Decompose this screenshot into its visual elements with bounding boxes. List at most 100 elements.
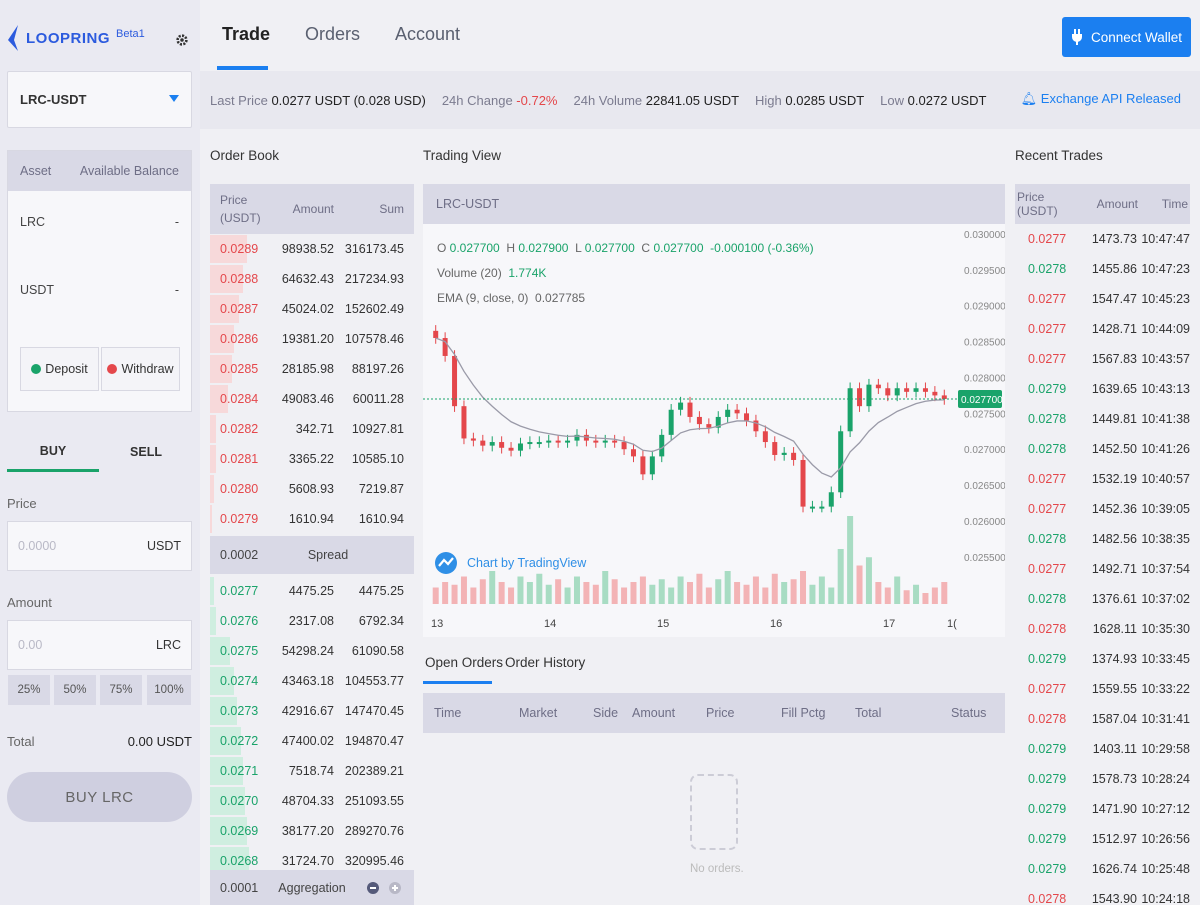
volume-bar	[941, 582, 948, 604]
volume-bar	[715, 579, 722, 604]
candle-body	[640, 456, 646, 475]
depth-bar	[210, 727, 241, 755]
volume-bar	[790, 579, 797, 604]
tradingview-icon	[435, 552, 457, 574]
deposit-button[interactable]: Deposit	[20, 347, 99, 391]
open-orders-header: Time Market Side Amount Price Fill Pctg …	[423, 693, 1005, 733]
depth-bar	[210, 415, 217, 443]
ohlc-high: 0.027900	[518, 241, 569, 255]
candle-body	[932, 391, 938, 396]
orderbook-price: 0.0284	[220, 392, 259, 406]
trading-view-chart[interactable]: LRC-USDT O 0.027700 H 0.027900 L 0.02770…	[423, 184, 1005, 637]
market-select[interactable]: LRC-USDT	[7, 71, 192, 128]
orderbook-row[interactable]: 0.0286 19381.20 107578.46	[210, 324, 414, 354]
orderbook-row[interactable]: 0.0289 98938.52 316173.45	[210, 234, 414, 264]
tab-account[interactable]: Account	[395, 24, 461, 44]
trade-price: 0.0278	[1028, 412, 1067, 426]
brand-logo[interactable]: LOOPRING Beta1	[8, 22, 145, 54]
orderbook-row[interactable]: 0.0273 42916.67 147470.45	[210, 696, 414, 726]
ema-legend-label: EMA (9, close, 0)	[437, 291, 529, 305]
orderbook-row[interactable]: 0.0280 5608.93 7219.87	[210, 474, 414, 504]
orderbook-row[interactable]: 0.0285 28185.98 88197.26	[210, 354, 414, 384]
orderbook-row[interactable]: 0.0287 45024.02 152602.49	[210, 294, 414, 324]
volume-bar	[865, 557, 872, 604]
orderbook-row[interactable]: 0.0275 54298.24 61090.58	[210, 636, 414, 666]
amount-input[interactable]: 0.00 LRC	[7, 620, 192, 670]
balance-header-available: Available Balance	[79, 164, 179, 178]
orderbook-row[interactable]: 0.0288 64632.43 217234.93	[210, 264, 414, 294]
candle-body	[772, 442, 778, 455]
volume-bar	[800, 571, 807, 604]
orderbook-row[interactable]: 0.0282 342.71 10927.81	[210, 414, 414, 444]
tab-trade[interactable]: Trade	[222, 24, 271, 44]
orderbook-price: 0.0276	[220, 614, 259, 628]
orderbook-sum: 7219.87	[358, 482, 404, 496]
orderbook-sum: 194870.47	[344, 734, 404, 748]
deposit-label: Deposit	[45, 362, 88, 376]
orderbook-row[interactable]: 0.0277 4475.25 4475.25	[210, 576, 414, 606]
orderbook-header-sum: Sum	[379, 202, 404, 216]
pct-100-button[interactable]: 100%	[147, 675, 191, 705]
pct-75-button[interactable]: 75%	[100, 675, 142, 705]
recent-trades-header-time: Time	[1161, 197, 1188, 211]
orderbook-sum: 107578.46	[344, 332, 404, 346]
trade-amount: 1628.11	[1092, 622, 1137, 636]
orderbook-row[interactable]: 0.0279 1610.94 1610.94	[210, 504, 414, 534]
api-link[interactable]: 🔔︎ Exchange API Released	[1021, 91, 1181, 107]
withdraw-button[interactable]: Withdraw	[101, 347, 180, 391]
trade-price: 0.0277	[1028, 562, 1067, 576]
tradingview-watermark[interactable]: Chart by TradingView	[435, 552, 586, 574]
price-input[interactable]: 0.0000 USDT	[7, 521, 192, 571]
trade-price: 0.0278	[1028, 892, 1067, 905]
trade-amount: 1492.71	[1091, 562, 1137, 576]
orderbook-row[interactable]: 0.0284 49083.46 60011.28	[210, 384, 414, 414]
tab-sell[interactable]: SELL	[130, 445, 162, 459]
candle-body	[734, 409, 740, 414]
trade-amount: 1626.74	[1091, 862, 1137, 876]
trade-row: 0.0279 1578.73 10:28:24	[1015, 764, 1190, 794]
orderbook-row[interactable]: 0.0272 47400.02 194870.47	[210, 726, 414, 756]
tab-buy[interactable]: BUY	[7, 432, 99, 472]
orderbook-row[interactable]: 0.0269 38177.20 289270.76	[210, 816, 414, 846]
candlestick-plot[interactable]: 0.030000 0.029500 0.029000 0.028500 0.028000…	[423, 224, 1005, 637]
orderbook-header-amount: Amount	[292, 202, 334, 216]
volume-bar	[913, 584, 920, 604]
pct-25-button[interactable]: 25%	[8, 675, 50, 705]
orderbook-row[interactable]: 0.0276 2317.08 6792.34	[210, 606, 414, 636]
minus-icon[interactable]	[366, 881, 380, 895]
orderbook-row[interactable]: 0.0281 3365.22 10585.10	[210, 444, 414, 474]
trade-row: 0.0279 1471.90 10:27:12	[1015, 794, 1190, 824]
candle-body	[480, 440, 486, 446]
tab-order-history[interactable]: Order History	[505, 655, 586, 670]
orderbook-row[interactable]: 0.0274 43463.18 104553.77	[210, 666, 414, 696]
volume-bar	[442, 582, 449, 604]
volume-legend: Volume (20) 1.774K	[437, 266, 546, 280]
orderbook-row[interactable]: 0.0271 7518.74 202389.21	[210, 756, 414, 786]
last-price-tag	[958, 390, 1002, 408]
trade-amount: 1587.04	[1091, 712, 1137, 726]
trade-price: 0.0278	[1028, 622, 1067, 636]
tradingview-watermark-label: Chart by TradingView	[467, 556, 587, 570]
tab-orders[interactable]: Orders	[305, 24, 361, 44]
orderbook-amount: 7518.74	[288, 764, 334, 778]
col-amount: Amount	[632, 706, 676, 720]
trade-row: 0.0278 1449.81 10:41:38	[1015, 404, 1190, 434]
orderbook-price: 0.0288	[220, 272, 259, 286]
balance-asset: LRC	[20, 215, 46, 229]
volume-bar	[837, 549, 844, 604]
candle-body	[546, 440, 552, 443]
buy-lrc-button[interactable]: BUY LRC	[7, 772, 192, 822]
x-tick-label: 13	[431, 618, 443, 630]
volume-bar	[602, 571, 609, 604]
trade-row: 0.0278 1376.61 10:37:02	[1015, 584, 1190, 614]
trade-row: 0.0279 1512.97 10:26:56	[1015, 824, 1190, 854]
tab-open-orders[interactable]: Open Orders	[425, 655, 504, 670]
candle-body	[630, 449, 636, 457]
orderbook-sum: 104553.77	[344, 674, 404, 688]
left-panel: LOOPRING Beta1 LRC-USDT Asset Available …	[0, 0, 200, 905]
pct-50-button[interactable]: 50%	[54, 675, 96, 705]
plus-icon[interactable]	[388, 881, 402, 895]
connect-wallet-button[interactable]: Connect Wallet	[1062, 17, 1191, 57]
orderbook-row[interactable]: 0.0270 48704.33 251093.55	[210, 786, 414, 816]
gear-icon[interactable]	[175, 33, 189, 47]
